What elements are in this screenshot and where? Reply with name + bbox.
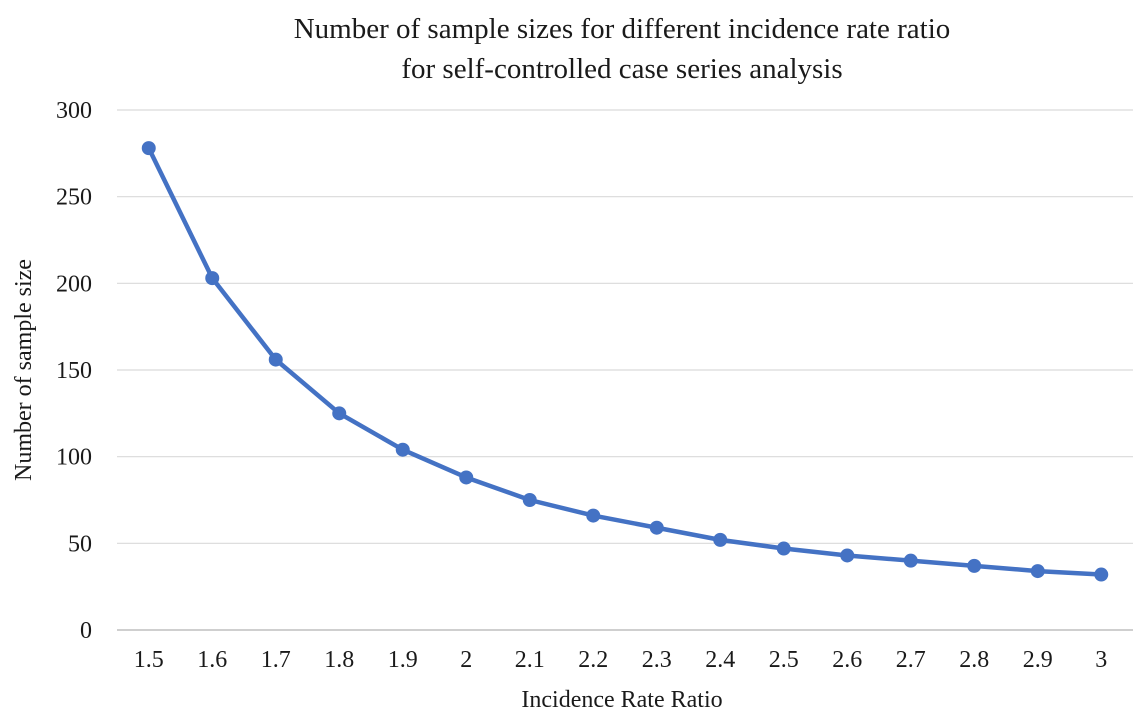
y-tick-label: 100 bbox=[56, 445, 92, 471]
x-tick-label: 2.3 bbox=[642, 647, 672, 673]
y-tick-label: 300 bbox=[56, 98, 92, 124]
x-tick-label: 2.8 bbox=[959, 647, 989, 673]
x-tick-label: 1.8 bbox=[324, 647, 354, 673]
x-tick-label: 1.6 bbox=[197, 647, 227, 673]
x-tick-label: 2.7 bbox=[896, 647, 926, 673]
x-tick-label: 2.6 bbox=[832, 647, 862, 673]
gridlines bbox=[117, 109, 1133, 544]
data-point-1.6 bbox=[205, 271, 220, 286]
y-tick-label: 0 bbox=[80, 618, 92, 644]
data-point-3 bbox=[1094, 567, 1109, 582]
x-axis-label: Incidence Rate Ratio bbox=[521, 687, 722, 713]
data-point-2.8 bbox=[967, 558, 982, 573]
data-point-2.9 bbox=[1030, 564, 1045, 579]
x-tick-label: 2.1 bbox=[515, 647, 545, 673]
data-point-1.9 bbox=[395, 442, 410, 457]
x-tick-label: 2.5 bbox=[769, 647, 799, 673]
x-tick-label: 1.5 bbox=[134, 647, 164, 673]
x-tick-label: 2.2 bbox=[578, 647, 608, 673]
y-tick-label: 250 bbox=[56, 185, 92, 211]
chart-title-line-1: Number of sample sizes for different inc… bbox=[294, 13, 951, 45]
y-tick-label: 200 bbox=[56, 271, 92, 297]
x-tick-label: 2.4 bbox=[705, 647, 735, 673]
x-tick-label: 2.9 bbox=[1023, 647, 1053, 673]
y-tick-label: 150 bbox=[56, 358, 92, 384]
data-point-1.8 bbox=[332, 406, 347, 421]
data-point-2.5 bbox=[776, 541, 791, 556]
data-point-2.3 bbox=[649, 520, 664, 535]
data-points bbox=[141, 141, 1109, 582]
x-tick-label: 2 bbox=[460, 647, 472, 673]
y-axis-ticks: 0 50 100 150 200 250 300 bbox=[56, 98, 92, 644]
data-point-2.4 bbox=[713, 532, 728, 547]
data-point-2.1 bbox=[522, 493, 537, 507]
x-tick-label: 1.7 bbox=[261, 647, 291, 673]
series-line bbox=[146, 145, 1104, 577]
data-point-1.7 bbox=[268, 352, 283, 367]
y-axis-label: Number of sample size bbox=[11, 259, 37, 481]
chart-title-line-2: for self-controlled case series analysis bbox=[401, 53, 842, 85]
y-tick-label: 50 bbox=[68, 531, 92, 557]
x-tick-label: 3 bbox=[1095, 647, 1107, 673]
data-point-2.7 bbox=[903, 553, 918, 568]
data-point-1.5 bbox=[141, 141, 156, 156]
data-point-2.6 bbox=[840, 548, 855, 563]
x-axis-ticks: 1.5 1.6 1.7 1.8 1.9 2 2.1 2.2 2.3 2.4 2.5 2.6 2.7 2.8… bbox=[134, 647, 1108, 673]
x-tick-label: 1.9 bbox=[388, 647, 418, 673]
data-point-2 bbox=[459, 470, 474, 485]
data-point-2.2 bbox=[586, 508, 601, 523]
